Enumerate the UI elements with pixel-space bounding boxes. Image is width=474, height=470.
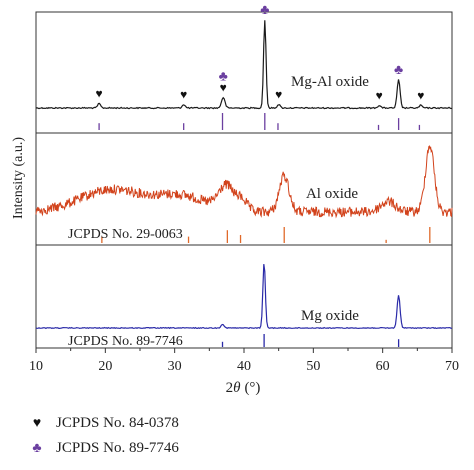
reference-sticks [221,334,400,347]
series-label: Al oxide [306,186,358,202]
x-axis-label-prefix: 2 [226,380,234,396]
x-axis: 10 20 30 40 50 60 70 [29,348,459,374]
x-tick-label: 70 [445,359,459,374]
x-axis-label-theta: θ [233,380,241,396]
x-tick-label: 50 [306,359,320,374]
legend-text-heart: JCPDS No. 84-0378 [56,415,179,431]
legend-item-heart: ♥ JCPDS No. 84-0378 [28,415,179,432]
y-axis-label: Intensity (a.u.) [11,137,26,219]
legend-item-club: ♣ JCPDS No. 89-7746 [28,440,179,457]
club-icon: ♣ [32,440,42,456]
panel-frame [35,244,453,349]
heart-marker-icon: ♥ [220,80,227,94]
heart-marker-icon: ♥ [180,87,187,101]
series-label: Mg-Al oxide [291,74,369,90]
x-tick-label: 40 [237,359,251,374]
panel-1: Mg-Al oxide♥ ♥♥♣♣♥ ♥♣♥ [35,3,453,134]
spectrum-line [35,20,453,110]
spectrum-line [35,145,453,219]
x-tick-label: 30 [168,359,182,374]
heart-marker-icon: ♥ [96,87,103,101]
spectrum-line [35,264,453,330]
reference-label: JCPDS No. 89-7746 [68,334,183,349]
panel-2: Al oxide JCPDS No. 29-0063 [35,132,453,246]
series-label: Mg oxide [301,308,359,324]
x-axis-label-unit: (°) [244,380,260,396]
panel-frame [35,11,453,134]
heart-marker-icon: ♥ [275,87,282,101]
reference-sticks [98,113,421,130]
x-tick-label: 10 [29,359,43,374]
heart-marker-icon: ♥ [376,88,383,102]
x-tick-label: 20 [98,359,112,374]
legend-text-club: JCPDS No. 89-7746 [56,440,179,456]
panel-3: Mg oxide JCPDS No. 89-7746 [35,244,453,349]
x-tick-label: 60 [376,359,390,374]
heart-icon: ♥ [32,415,42,431]
club-marker-icon: ♣ [394,63,403,78]
club-marker-icon: ♣ [219,69,228,84]
reference-label: JCPDS No. 29-0063 [68,227,183,242]
x-axis-label: 2θ (°) [226,380,261,396]
reference-sticks [101,227,431,243]
club-marker-icon: ♣ [260,3,269,18]
heart-marker-icon: ♥ [417,88,424,102]
